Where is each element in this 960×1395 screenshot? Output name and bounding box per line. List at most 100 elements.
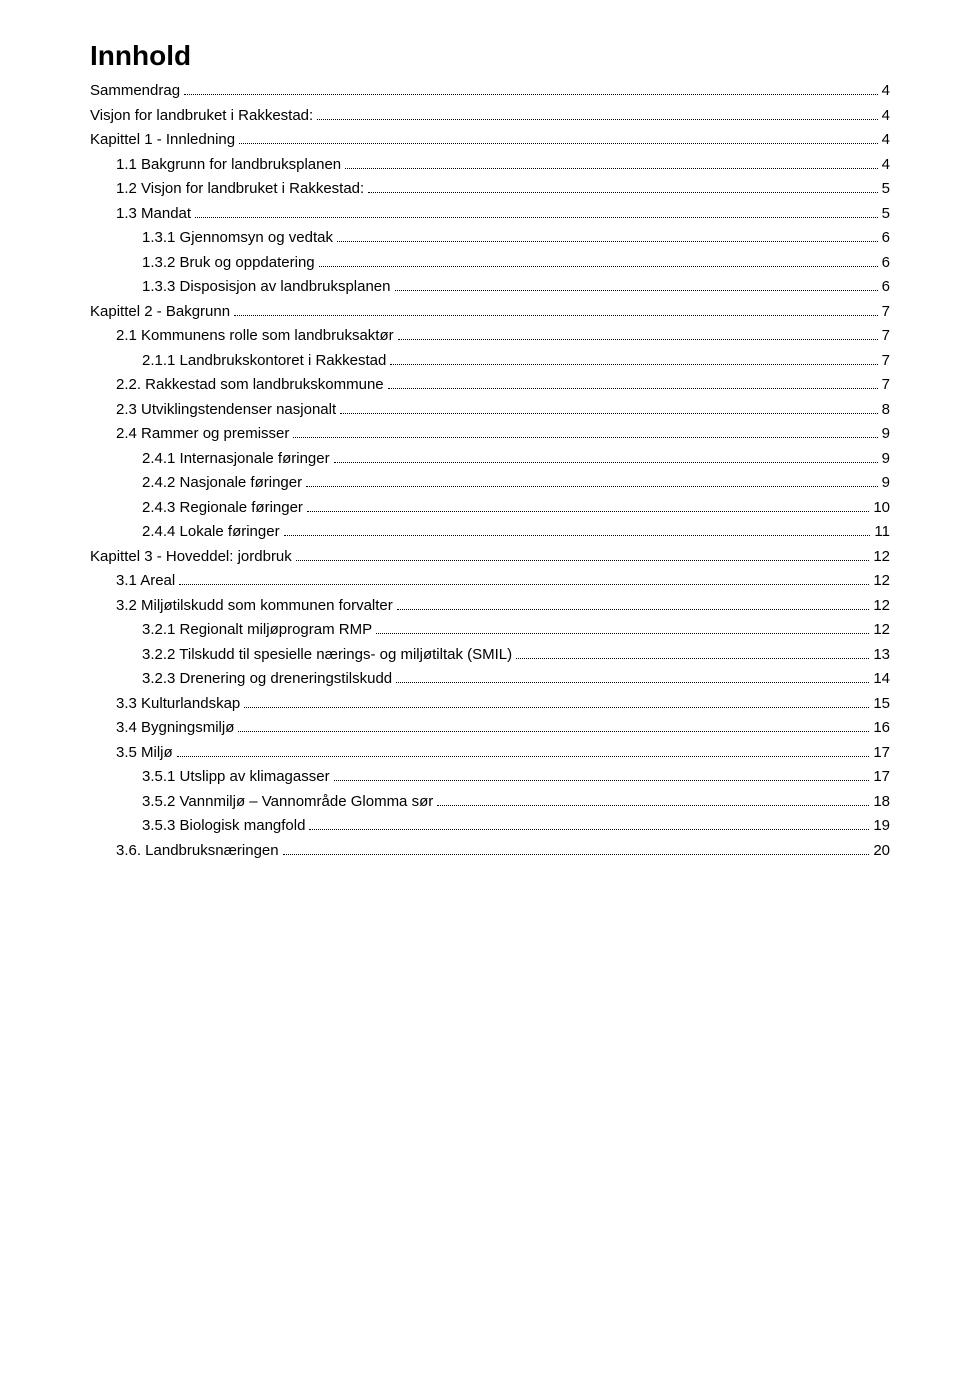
toc-entry-page: 7 [882,352,890,369]
toc-entry-page: 9 [882,450,890,467]
toc-leader-dots [337,241,878,242]
toc-leader-dots [516,658,869,659]
toc-entry-label: 3.2.2 Tilskudd til spesielle nærings- og… [142,646,512,663]
toc-leader-dots [234,315,878,316]
toc-entry-page: 7 [882,376,890,393]
toc-entry-label: 1.1 Bakgrunn for landbruksplanen [116,156,341,173]
toc-entry-label: 3.4 Bygningsmiljø [116,719,234,736]
toc-entry: 3.5.3 Biologisk mangfold 19 [90,817,890,834]
toc-leader-dots [238,731,869,732]
toc-leader-dots [239,143,878,144]
toc-entry-label: 3.3 Kulturlandskap [116,695,240,712]
toc-leader-dots [398,339,878,340]
toc-entry-page: 4 [882,156,890,173]
toc-leader-dots [437,805,869,806]
toc-entry: 2.3 Utviklingstendenser nasjonalt 8 [90,401,890,418]
toc-leader-dots [307,511,869,512]
toc-entry-page: 12 [873,572,890,589]
toc-entry: 3.4 Bygningsmiljø16 [90,719,890,736]
toc-entry: 1.3.2 Bruk og oppdatering 6 [90,254,890,271]
toc-leader-dots [244,707,869,708]
toc-entry-page: 4 [882,107,890,124]
toc-entry: 3.3 Kulturlandskap 15 [90,695,890,712]
toc-entry-label: 3.6. Landbruksnæringen [116,842,279,859]
toc-entry-page: 13 [873,646,890,663]
toc-entry-page: 9 [882,425,890,442]
toc-leader-dots [396,682,869,683]
toc-entry-label: 1.3 Mandat [116,205,191,222]
toc-entry: 3.5.2 Vannmiljø – Vannområde Glomma sør1… [90,793,890,810]
toc-entry: 2.4.4 Lokale føringer11 [90,523,890,540]
toc-entry: 1.1 Bakgrunn for landbruksplanen 4 [90,156,890,173]
toc-leader-dots [397,609,870,610]
toc-leader-dots [376,633,869,634]
toc-entry: 3.2.1 Regionalt miljøprogram RMP 12 [90,621,890,638]
toc-entry: 3.2.3 Drenering og dreneringstilskudd14 [90,670,890,687]
toc-entry-label: 3.5.2 Vannmiljø – Vannområde Glomma sør [142,793,433,810]
toc-leader-dots [340,413,878,414]
toc-entry: 1.2 Visjon for landbruket i Rakkestad: 5 [90,180,890,197]
toc-entry-label: Visjon for landbruket i Rakkestad: [90,107,313,124]
toc-entry: 3.5.1 Utslipp av klimagasser17 [90,768,890,785]
toc-leader-dots [345,168,878,169]
toc-entry-page: 4 [882,82,890,99]
toc-entry: 2.4.2 Nasjonale føringer9 [90,474,890,491]
toc-entry-label: 3.2.1 Regionalt miljøprogram RMP [142,621,372,638]
toc-entry: 1.3.3 Disposisjon av landbruksplanen6 [90,278,890,295]
toc-entry-page: 11 [874,523,890,540]
toc-entry-page: 8 [882,401,890,418]
toc-entry: 1.3.1 Gjennomsyn og vedtak6 [90,229,890,246]
toc-leader-dots [184,94,878,95]
toc-entry-label: 3.5.3 Biologisk mangfold [142,817,305,834]
toc-entry-label: 2.4.2 Nasjonale føringer [142,474,302,491]
toc-entry-label: 3.1 Areal [116,572,175,589]
toc-leader-dots [177,756,870,757]
toc-entry-label: 1.2 Visjon for landbruket i Rakkestad: [116,180,364,197]
toc-entry-page: 7 [882,327,890,344]
toc-entry-page: 15 [873,695,890,712]
toc-entry-label: 2.3 Utviklingstendenser nasjonalt [116,401,336,418]
toc-entry: Kapittel 2 - Bakgrunn7 [90,303,890,320]
toc-entry: 2.1.1 Landbrukskontoret i Rakkestad 7 [90,352,890,369]
toc-entry-label: 2.4.3 Regionale føringer [142,499,303,516]
toc-entry-label: 1.3.2 Bruk og oppdatering [142,254,315,271]
toc-leader-dots [395,290,878,291]
toc-entry: 2.4.3 Regionale føringer10 [90,499,890,516]
toc-leader-dots [296,560,870,561]
toc-entry: 3.6. Landbruksnæringen20 [90,842,890,859]
toc-entry-label: 2.1 Kommunens rolle som landbruksaktør [116,327,394,344]
toc-entry-label: Kapittel 2 - Bakgrunn [90,303,230,320]
toc-entry-label: 2.4 Rammer og premisser [116,425,289,442]
toc-entry-label: 3.2 Miljøtilskudd som kommunen forvalter [116,597,393,614]
toc-entry-label: 2.4.1 Internasjonale føringer [142,450,330,467]
toc-entry: 3.2 Miljøtilskudd som kommunen forvalter… [90,597,890,614]
toc-leader-dots [317,119,877,120]
toc-entry: 1.3 Mandat5 [90,205,890,222]
toc-entry-page: 14 [873,670,890,687]
toc-entry-page: 5 [882,180,890,197]
toc-leader-dots [334,462,878,463]
toc-leader-dots [309,829,869,830]
toc-entry-page: 12 [873,597,890,614]
toc-leader-dots [179,584,869,585]
toc-entry: 2.1 Kommunens rolle som landbruksaktør 7 [90,327,890,344]
toc-list: Sammendrag4 Visjon for landbruket i Rakke… [90,82,890,859]
toc-entry: Sammendrag4 [90,82,890,99]
toc-entry: 3.2.2 Tilskudd til spesielle nærings- og… [90,646,890,663]
toc-entry-page: 12 [873,548,890,565]
toc-entry: 2.2. Rakkestad som landbrukskommune 7 [90,376,890,393]
document-page: Innhold Sammendrag4Visjon for landbruket… [0,0,960,906]
toc-entry-label: Kapittel 3 - Hoveddel: jordbruk [90,548,292,565]
toc-leader-dots [319,266,878,267]
toc-entry-label: 2.2. Rakkestad som landbrukskommune [116,376,384,393]
toc-entry-page: 19 [873,817,890,834]
toc-leader-dots [195,217,878,218]
toc-leader-dots [293,437,877,438]
toc-entry-label: 2.1.1 Landbrukskontoret i Rakkestad [142,352,386,369]
toc-entry-page: 12 [873,621,890,638]
toc-entry-page: 6 [882,254,890,271]
toc-entry: 3.5 Miljø17 [90,744,890,761]
toc-entry: 3.1 Areal 12 [90,572,890,589]
toc-entry-label: 3.5 Miljø [116,744,173,761]
toc-entry-label: Kapittel 1 - Innledning [90,131,235,148]
